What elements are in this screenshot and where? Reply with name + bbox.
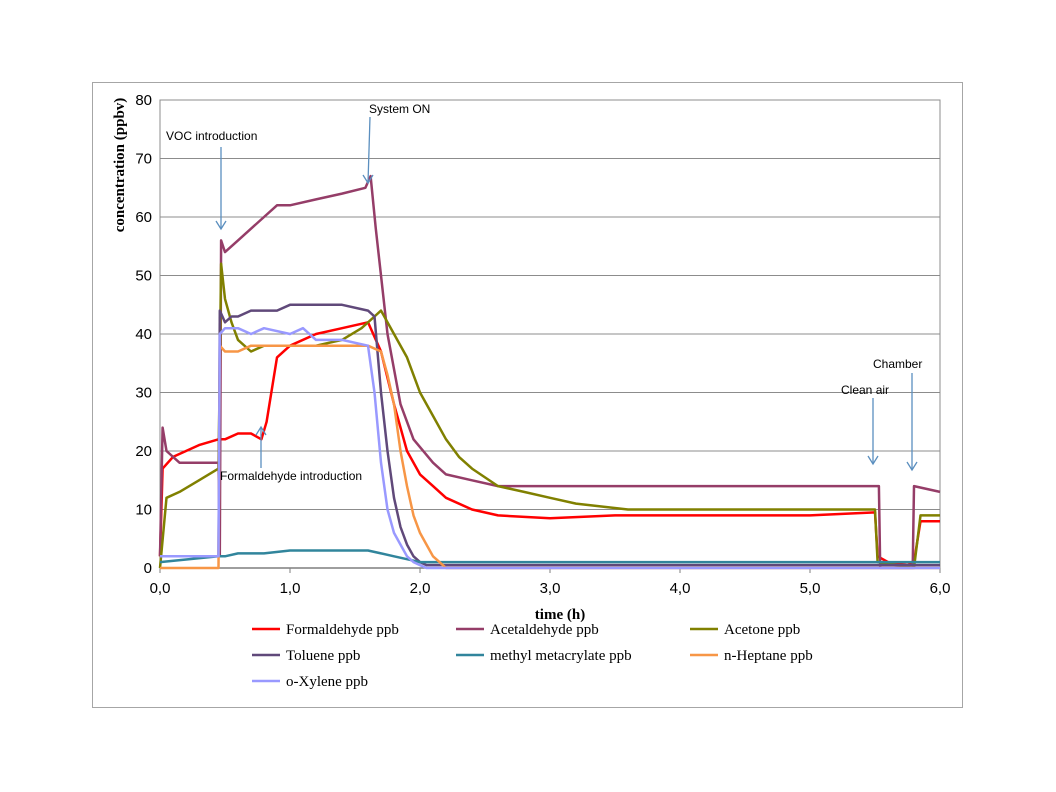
y-axis-title: concentration (ppbv) (112, 98, 128, 233)
y-tick-label: 20 (135, 443, 152, 460)
annotation-label: Clean air (841, 383, 889, 397)
legend-label: Toluene ppb (286, 648, 360, 664)
series-line-3 (158, 262, 940, 570)
x-axis-title: time (h) (535, 607, 585, 623)
annotation-arrowhead (362, 174, 374, 185)
x-tick-labels: 0,0 1,0 2,0 3,0 4,0 5,0 6,0 (150, 580, 951, 597)
x-tick-label: 4,0 (670, 580, 691, 597)
x-tick-label: 3,0 (540, 580, 561, 597)
y-tick-label: 70 (135, 151, 152, 168)
annotation-label: Formaldehyde introduction (220, 469, 362, 483)
y-tick-label: 80 (135, 92, 152, 109)
y-tick-label: 0 (144, 560, 152, 577)
y-tick-label: 30 (135, 385, 152, 402)
annotation-label: VOC introduction (166, 129, 257, 143)
legend-label: Formaldehyde ppb (286, 622, 399, 638)
annotation-arrow (367, 116, 371, 184)
series-lines (158, 174, 941, 570)
y-tick-label: 50 (135, 268, 152, 285)
annotation-arrowhead (867, 455, 879, 466)
annotation-arrowhead (255, 425, 267, 436)
y-tick-label: 10 (135, 502, 152, 519)
y-tick-labels: 0 10 20 30 40 50 60 70 80 (135, 92, 152, 577)
series-line-6 (160, 344, 940, 570)
annotation-label: Chamber (873, 357, 922, 371)
series-line-1 (158, 321, 940, 567)
series-line-4 (160, 303, 940, 567)
x-tick-label: 6,0 (930, 580, 951, 597)
x-tick-label: 5,0 (800, 580, 821, 597)
legend-label: methyl metacrylate ppb (490, 648, 632, 664)
annotation-arrowhead (215, 220, 227, 231)
y-tick-label: 40 (135, 326, 152, 343)
x-tick-label: 0,0 (150, 580, 171, 597)
x-tick-label: 1,0 (280, 580, 301, 597)
legend-label: o-Xylene ppb (286, 674, 368, 690)
y-tick-label: 60 (135, 209, 152, 226)
x-tick-label: 2,0 (410, 580, 431, 597)
chart-frame (92, 82, 963, 708)
plot-area (159, 99, 941, 573)
gridlines (160, 99, 940, 510)
annotation-label: System ON (369, 102, 430, 116)
series-line-7 (160, 326, 940, 570)
legend: Formaldehyde ppb Acetaldehyde ppb Acetone … (252, 622, 813, 690)
legend-label: Acetone ppb (724, 622, 800, 638)
annotations: VOC introduction System ON Formaldehyde in… (166, 102, 922, 483)
legend-label: n-Heptane ppb (724, 648, 813, 664)
annotation-arrowhead (906, 461, 918, 472)
legend-label: Acetaldehyde ppb (490, 622, 599, 638)
series-line-5 (159, 549, 940, 564)
